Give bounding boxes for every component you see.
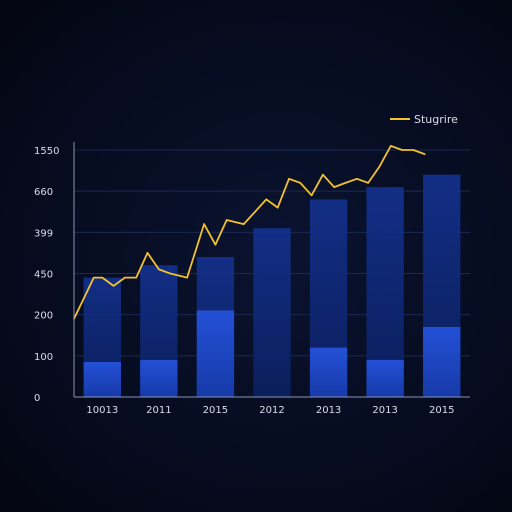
bar (253, 228, 291, 397)
line-point (265, 198, 268, 201)
line-point (124, 276, 126, 279)
x-tick-label: 10013 (86, 405, 118, 416)
line-point (378, 165, 381, 168)
line-point (276, 206, 279, 209)
line-point (390, 145, 392, 147)
line-point (158, 268, 160, 271)
line-point (299, 182, 302, 184)
line-point (401, 149, 403, 151)
line-point (310, 194, 313, 197)
bar-inner (423, 327, 461, 397)
line-point (214, 243, 217, 246)
line-point (367, 182, 369, 184)
x-tick-label: 2011 (146, 405, 171, 416)
line-point (101, 276, 104, 279)
legend: Stugrire (390, 113, 458, 126)
line-point (203, 223, 205, 225)
line-point (135, 276, 138, 279)
bar-inner (83, 362, 121, 397)
y-tick-label: 1550 (34, 146, 59, 157)
line-point (356, 178, 358, 180)
line-point (169, 272, 171, 275)
x-tick-label: 2013 (372, 405, 397, 416)
x-tick-label: 2012 (259, 405, 284, 416)
series-line (73, 144, 426, 320)
x-tick-label: 2013 (316, 405, 341, 416)
bar-inner (309, 347, 348, 397)
y-tick-label: 0 (34, 393, 40, 404)
x-tick-label: 2015 (429, 405, 454, 416)
y-tick-label: 399 (34, 228, 53, 239)
line-point (322, 173, 324, 176)
line-point (112, 285, 115, 287)
line-point (288, 178, 290, 180)
line-point (146, 252, 149, 254)
y-tick-label: 450 (34, 270, 53, 281)
x-tick-label: 2015 (203, 405, 228, 416)
line-point (423, 153, 426, 155)
line-point (186, 276, 188, 279)
bar-inner (366, 359, 404, 397)
line-point (242, 223, 245, 225)
line-point (254, 210, 256, 213)
axis-layer: 0 100 200 450 399 660 1550 10013 2011 2015 2012 201… (34, 142, 470, 416)
bars-layer (83, 174, 461, 397)
legend-label: Stugrire (414, 113, 458, 126)
line-point (412, 149, 415, 151)
y-tick-label: 200 (34, 311, 53, 322)
line-point (93, 276, 95, 279)
y-tick-label: 660 (34, 187, 53, 198)
bar-inner (140, 359, 178, 397)
bar-inner (196, 310, 235, 397)
line-layer (73, 144, 426, 320)
y-tick-label: 100 (34, 352, 53, 363)
line-point (333, 186, 336, 188)
line-point (344, 182, 347, 184)
line-point (225, 219, 228, 221)
